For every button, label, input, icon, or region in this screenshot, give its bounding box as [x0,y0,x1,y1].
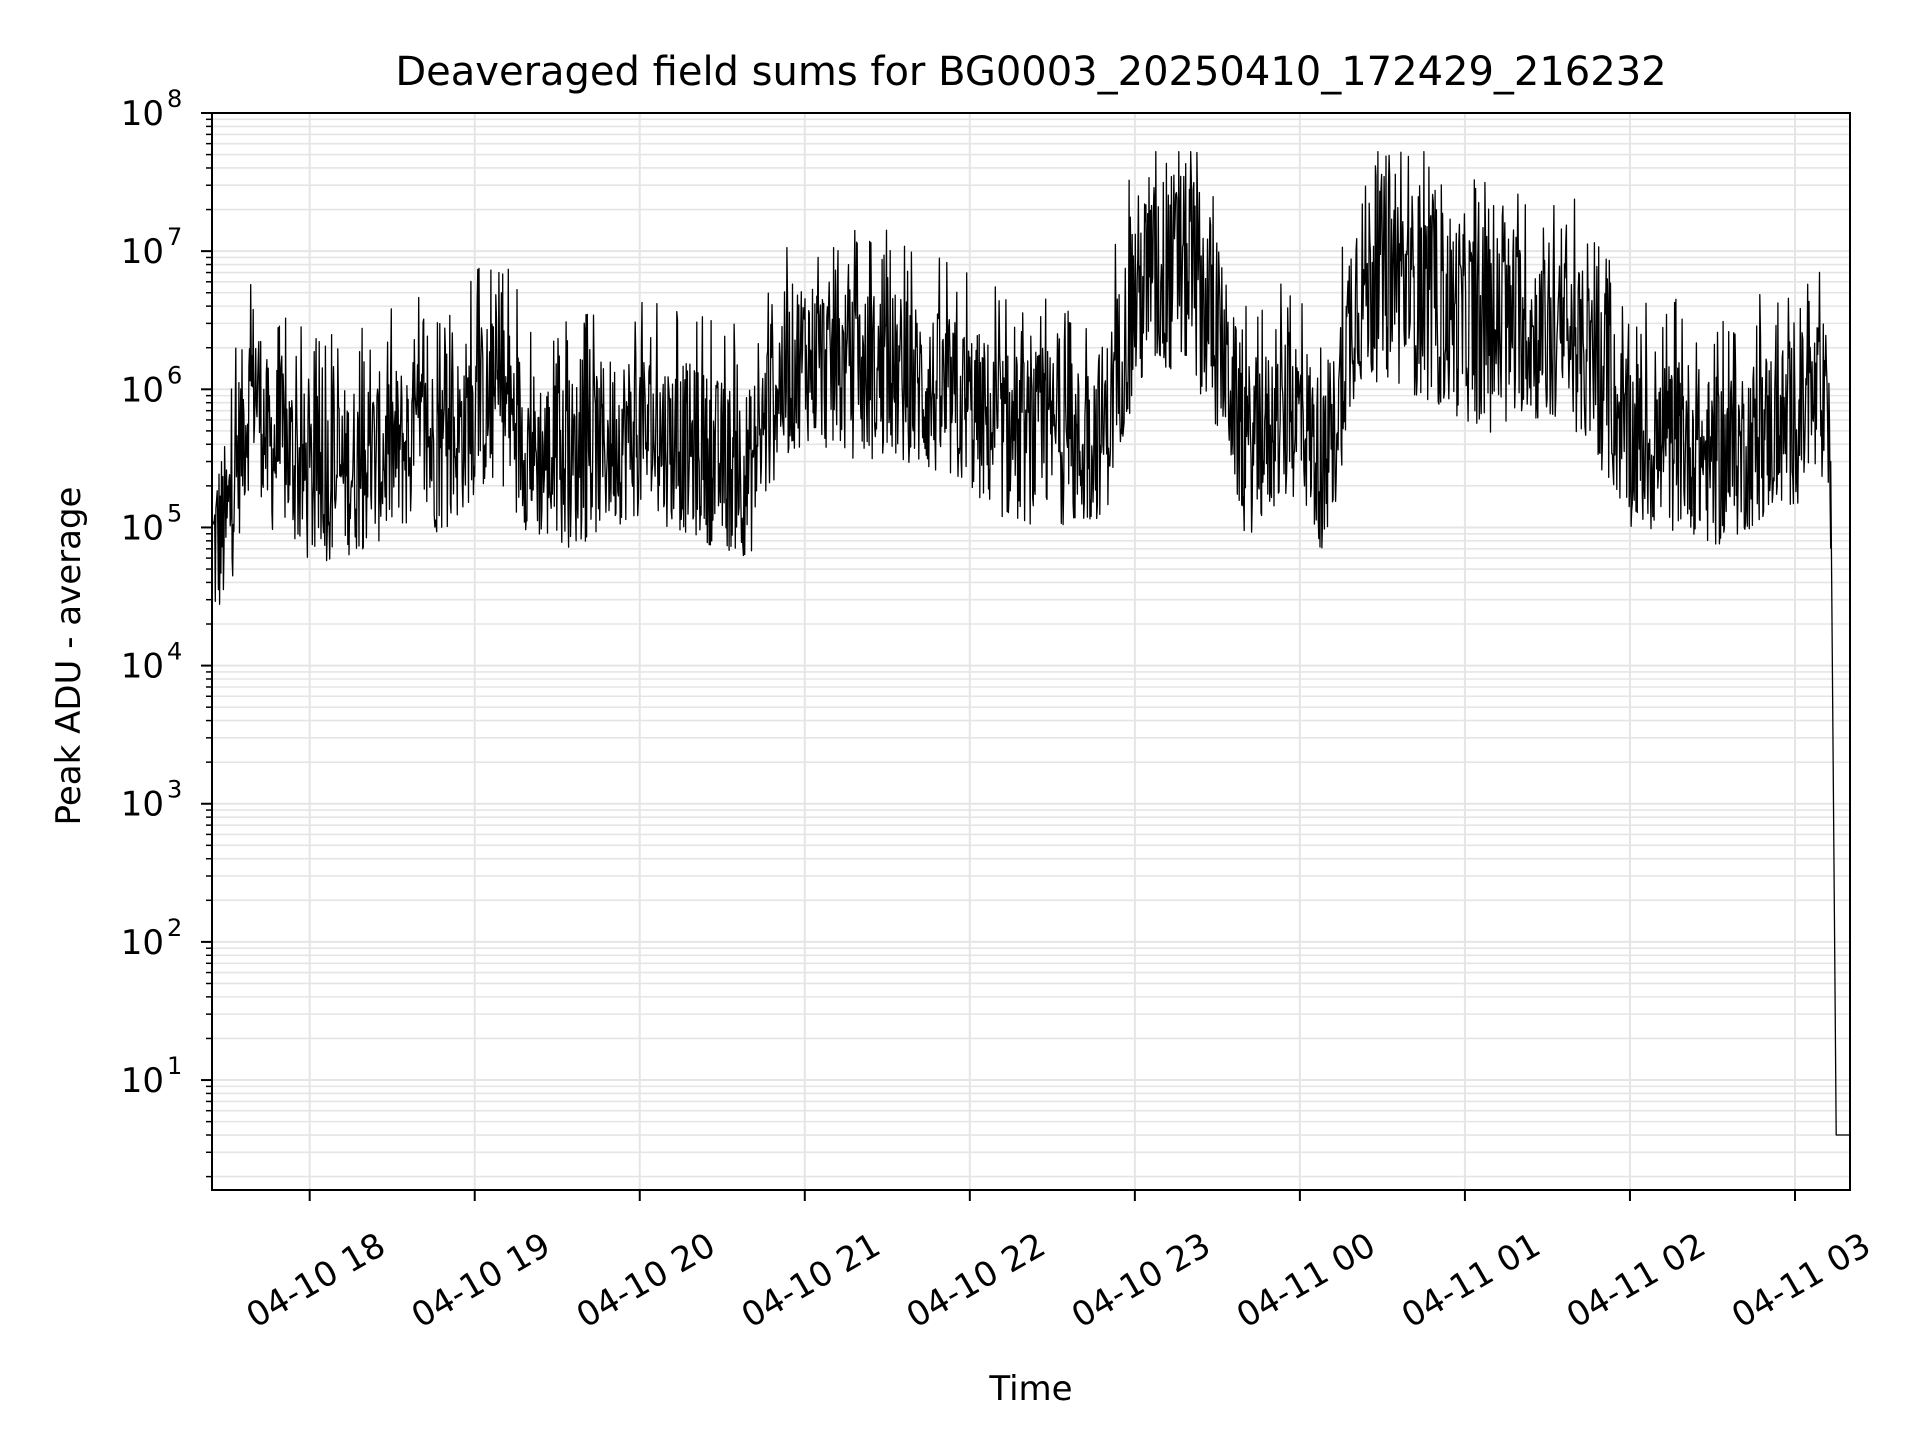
y-tick-label: 10 [121,1061,164,1101]
y-tick-label: 10 [121,508,164,548]
y-tick-label-exponent: 2 [167,914,182,942]
y-tick-label-exponent: 6 [167,361,182,389]
y-tick-label: 10 [121,94,164,134]
x-axis-label: Time [988,1369,1072,1409]
y-tick-label: 10 [121,370,164,410]
y-tick-label-exponent: 3 [167,776,182,804]
y-tick-label-exponent: 4 [167,638,182,666]
y-tick-label: 10 [121,647,164,687]
y-tick-label-exponent: 1 [167,1052,182,1080]
y-tick-label: 10 [121,785,164,825]
chart-title: Deaveraged field sums for BG0003_2025041… [395,49,1666,95]
y-tick-label-exponent: 8 [167,85,182,113]
y-tick-label-exponent: 5 [167,499,182,527]
y-tick-label: 10 [121,923,164,963]
y-axis-label: Peak ADU - average [49,487,89,826]
y-tick-label-exponent: 7 [167,223,182,251]
y-tick-label: 10 [121,232,164,272]
